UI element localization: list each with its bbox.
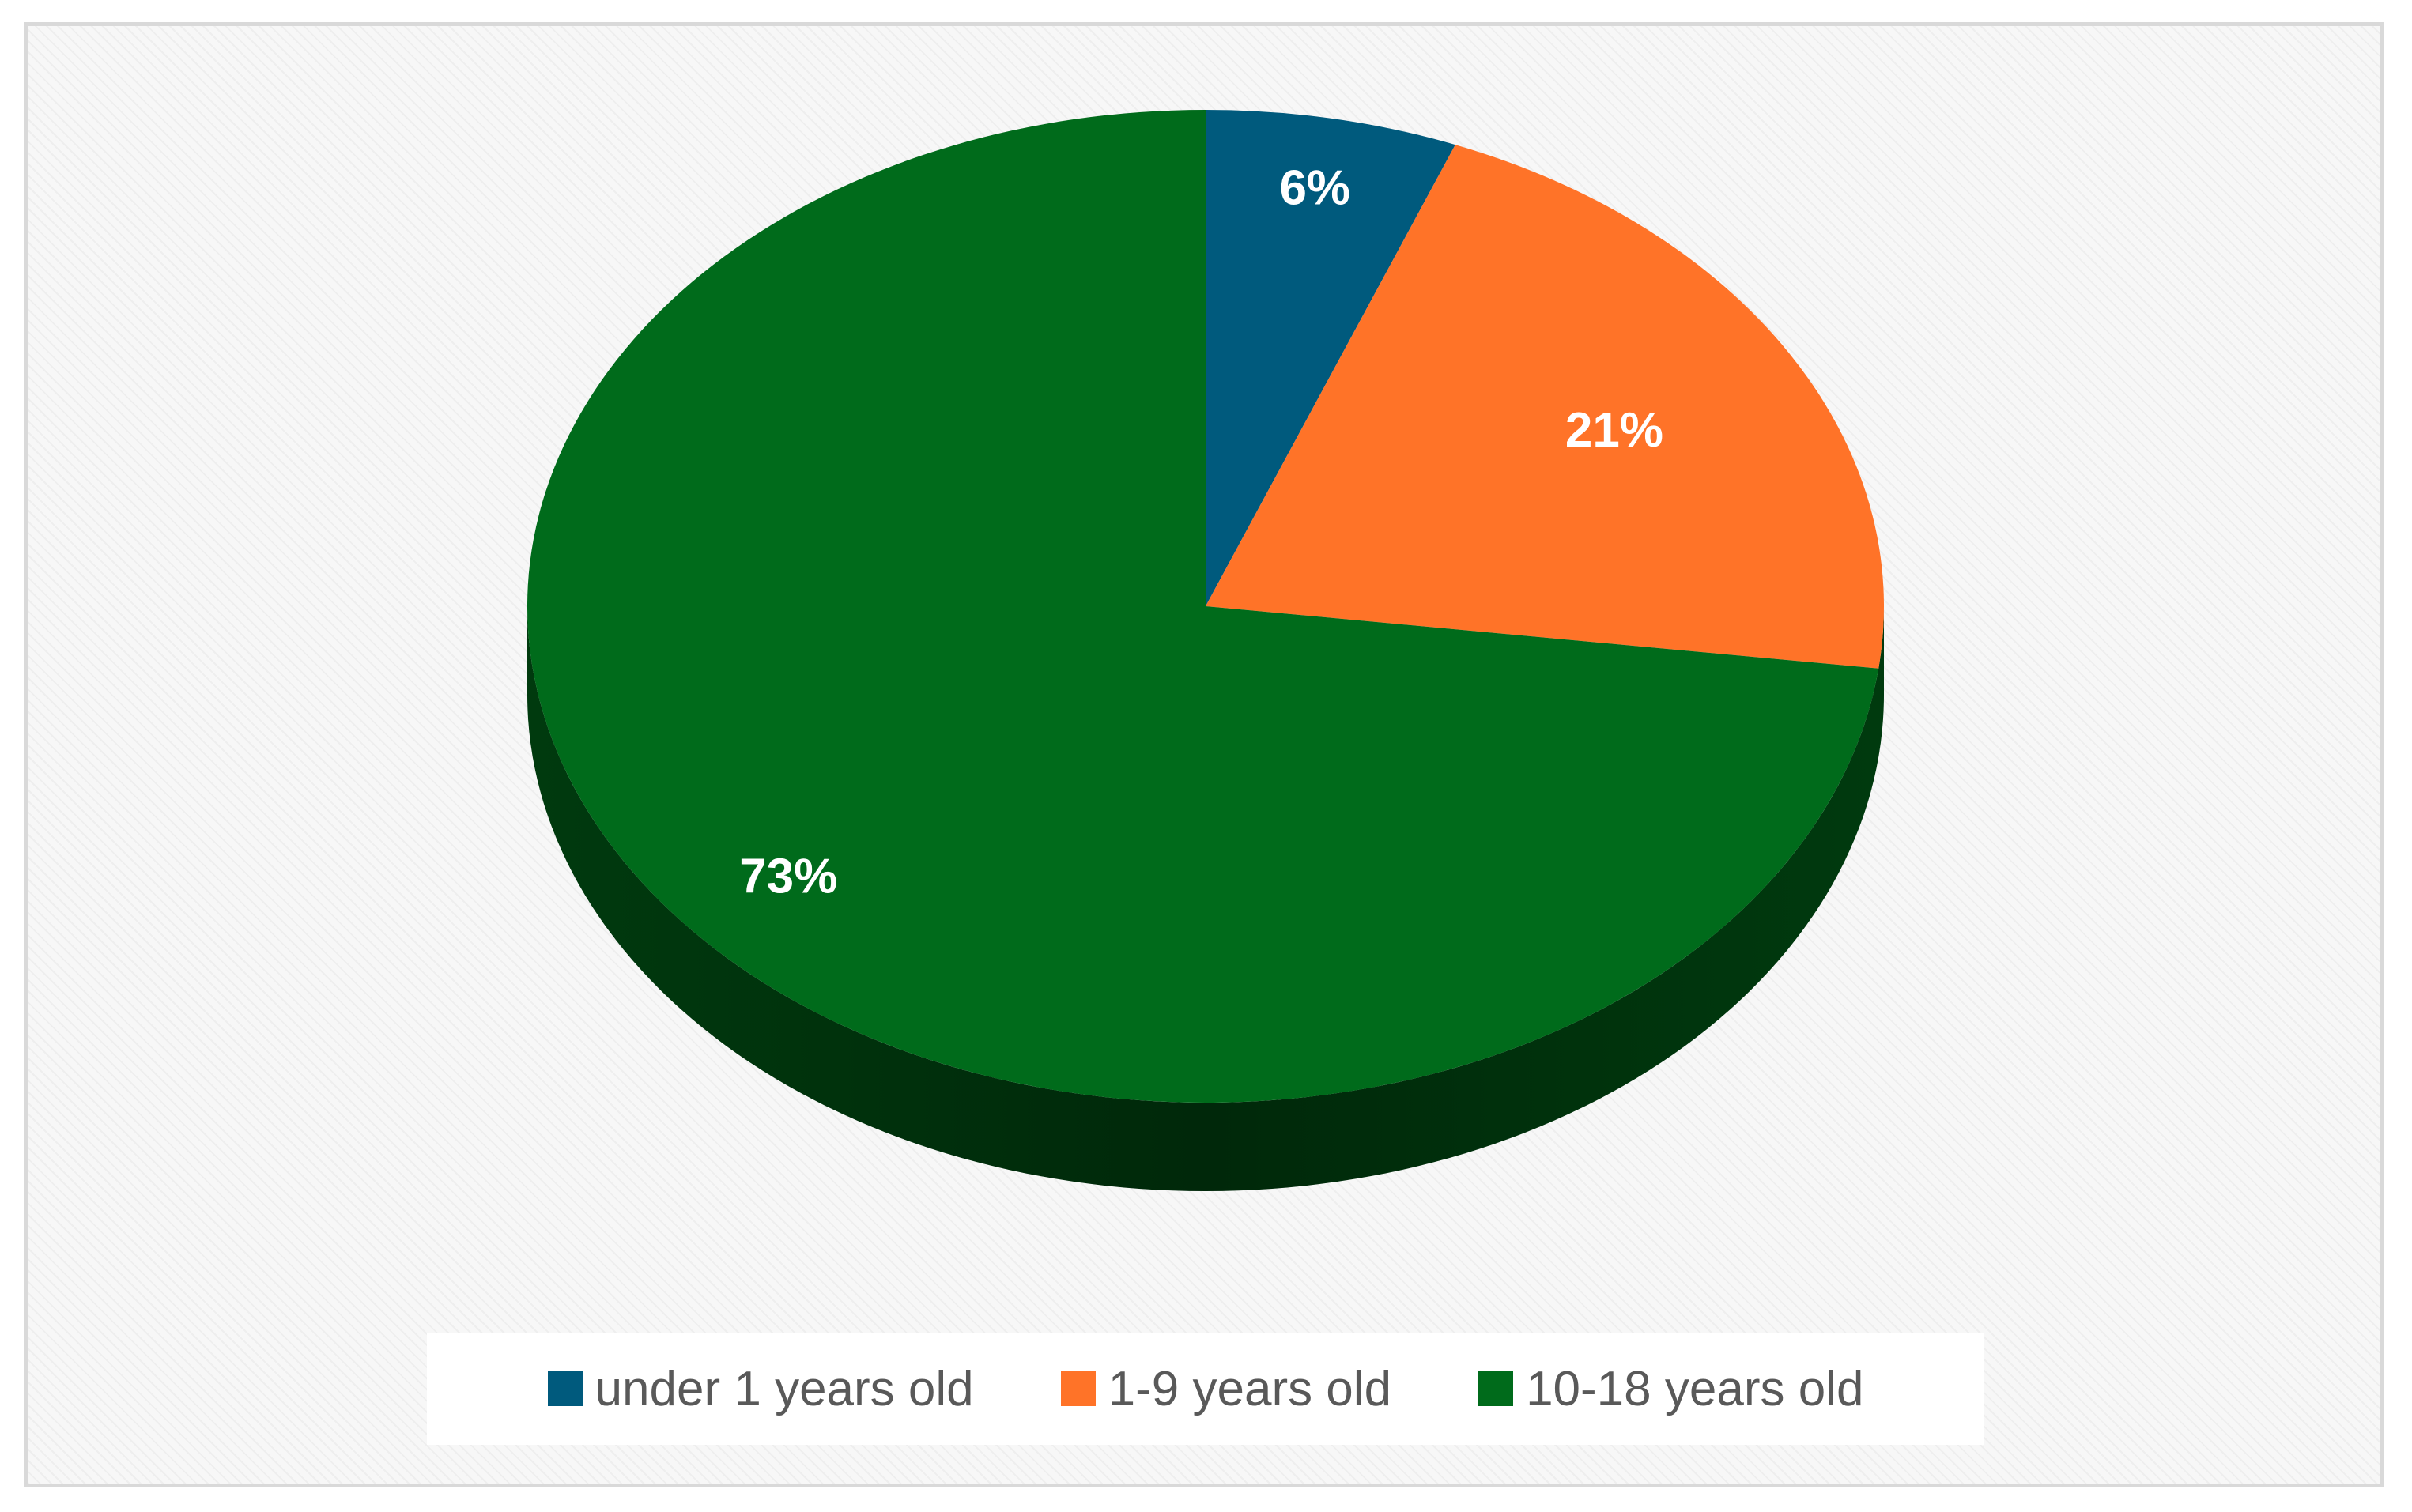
legend-label-1-9: 1-9 years old xyxy=(1108,1361,1392,1416)
pie-side-10-18 xyxy=(527,606,1884,1191)
pie-side-group xyxy=(527,606,1884,1191)
pie-slices-group xyxy=(527,110,1884,1103)
data-label-10-18: 73% xyxy=(739,850,837,904)
data-label-under-1: 6% xyxy=(1279,160,1350,215)
legend-label-under-1: under 1 years old xyxy=(595,1361,974,1416)
legend-item-under-1: under 1 years old xyxy=(547,1361,974,1417)
legend-swatch-1-9 xyxy=(1060,1371,1096,1406)
pie-slice-10-18 xyxy=(527,110,1879,1103)
legend: under 1 years old 1-9 years old 10-18 ye… xyxy=(427,1333,1984,1445)
legend-item-10-18: 10-18 years old xyxy=(1478,1361,1863,1417)
legend-label-10-18: 10-18 years old xyxy=(1526,1361,1864,1416)
data-label-1-9: 21% xyxy=(1565,403,1663,458)
pie-slice-1-9 xyxy=(1206,145,1884,669)
pie-slice-under-1 xyxy=(1206,110,1455,606)
legend-swatch-10-18 xyxy=(1478,1371,1514,1406)
pie-labels-group: 6% 21% 73% xyxy=(739,160,1663,903)
legend-item-1-9: 1-9 years old xyxy=(1060,1361,1392,1417)
legend-swatch-under-1 xyxy=(547,1371,583,1406)
